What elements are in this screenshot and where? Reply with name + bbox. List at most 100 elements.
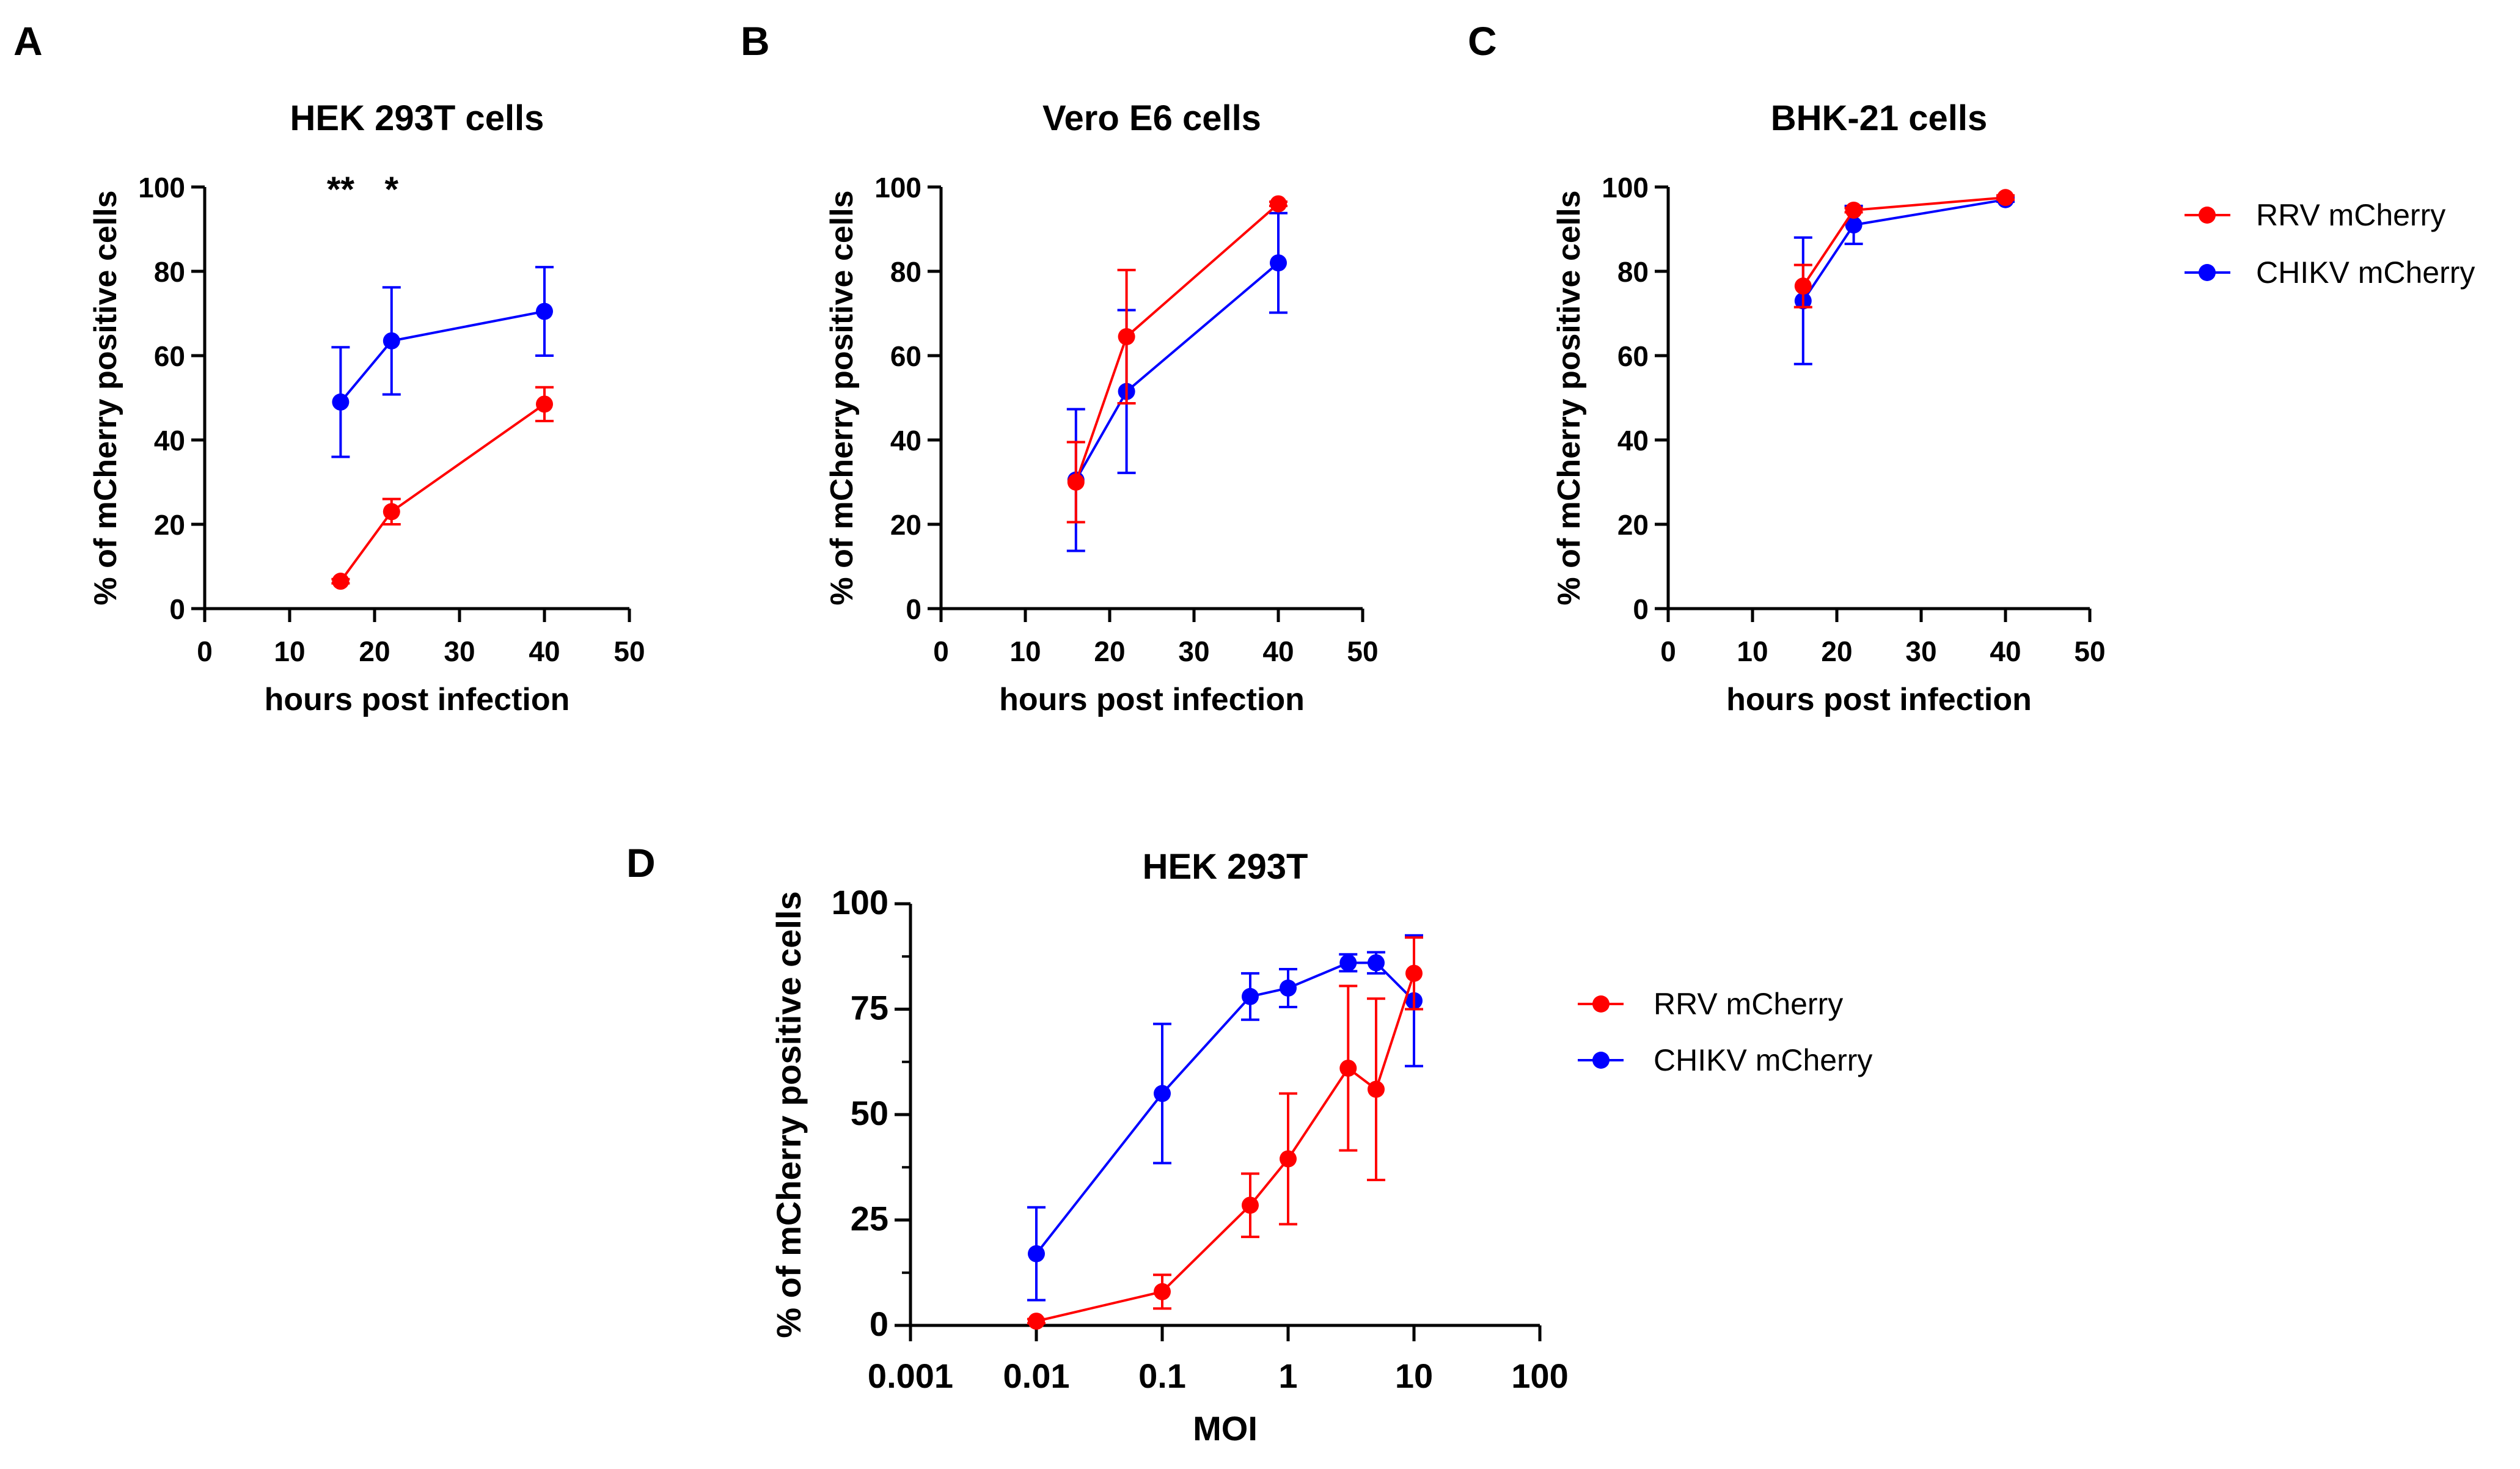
panel-letter-a: A	[13, 18, 43, 64]
panel-a-y-tick-label: 100	[138, 172, 185, 203]
panel-b-x-axis-label: hours post infection	[999, 682, 1305, 717]
panel-c-x-tick-label: 50	[2074, 636, 2105, 667]
panel-a-y-tick-label: 60	[154, 340, 185, 372]
panel-c-chart: BHK-21 cells 0 20 40 60 80 100 0 10 20 30 40 50 hours…	[1551, 98, 2106, 717]
panel-c-y-tick-label: 20	[1617, 509, 1649, 541]
panel-a-y-tick-label: 80	[154, 256, 185, 288]
panel-d-rrv-point	[1154, 1283, 1171, 1300]
panel-c-chikv-line	[1802, 198, 2006, 302]
panel-b-title: Vero E6 cells	[1042, 98, 1261, 138]
panel-a-x-tick-label: 10	[274, 636, 305, 667]
panel-d-x-tick-label: 0.01	[1003, 1357, 1070, 1395]
panel-a-x-tick-label: 30	[444, 636, 475, 667]
panel-b-rrv-point	[1118, 328, 1135, 345]
legend-bottom-rrv-label: RRV mCherry	[1654, 987, 1843, 1021]
legend-top-chikv-swatch-marker	[2199, 264, 2216, 281]
panel-b-y-tick-label: 40	[890, 425, 921, 456]
panel-d-rrv-point	[1241, 1196, 1259, 1214]
panel-b-chart: Vero E6 cells 0 20 40 60 80 100 0 10 20 30 40 50 hour…	[824, 98, 1379, 717]
panel-a-x-axis-label: hours post infection	[265, 682, 570, 717]
legend-top: RRV mCherry CHIKV mCherry	[2185, 198, 2475, 290]
panel-c-x-tick-label: 30	[1905, 636, 1936, 667]
panel-d-chart: HEK 293T 0 25 50 75 100 0.001 0.01 0.1 1 10 100 MOI%…	[769, 847, 1569, 1448]
legend-top-rrv-label: RRV mCherry	[2256, 198, 2445, 232]
panel-d-rrv-point	[1280, 1150, 1297, 1168]
legend-bottom-chikv-label: CHIKV mCherry	[1654, 1043, 1872, 1077]
panel-a-rrv-point	[332, 573, 350, 590]
panel-d-chikv-point	[1028, 1245, 1045, 1262]
panel-b-y-axis-label: % of mCherry positive cells	[824, 190, 860, 605]
panel-b-x-tick-label: 40	[1262, 636, 1294, 667]
panel-a-significance-annotation: *	[385, 170, 399, 210]
panel-b-rrv-point	[1270, 195, 1287, 213]
panel-b-x-tick-label: 10	[1009, 636, 1041, 667]
legend-top-rrv-swatch-marker	[2199, 207, 2216, 224]
panel-c-x-tick-label: 0	[1660, 636, 1676, 667]
panel-b-x-tick-label: 50	[1347, 636, 1378, 667]
panel-d-x-tick-label: 1	[1278, 1357, 1297, 1395]
panel-b-y-tick-label: 0	[906, 593, 921, 625]
panel-d-x-tick-label: 100	[1511, 1357, 1568, 1395]
panel-d-rrv-point	[1339, 1060, 1357, 1077]
legend-bottom-rrv-swatch-marker	[1592, 995, 1610, 1013]
panel-d-y-axis-label: % of mCherry positive cells	[769, 891, 808, 1338]
panel-a-chikv-point	[332, 393, 350, 411]
panel-b-y-tick-label: 80	[890, 256, 921, 288]
panel-b-x-tick-label: 30	[1178, 636, 1209, 667]
panel-d-x-tick-label: 10	[1395, 1357, 1433, 1395]
panel-d-chikv-point	[1280, 980, 1297, 997]
panel-d-y-tick-label: 25	[851, 1200, 888, 1238]
legend-bottom: RRV mCherry CHIKV mCherry	[1578, 987, 1872, 1077]
panel-letter-c: C	[1468, 18, 1497, 64]
panel-d-chikv-line	[1035, 961, 1415, 1255]
panel-letter-d: D	[626, 840, 656, 885]
panel-d-title: HEK 293T	[1143, 847, 1308, 887]
panel-a-chikv-point	[383, 332, 400, 350]
panel-b-y-tick-label: 60	[890, 340, 921, 372]
panel-d-y-tick-label: 100	[832, 883, 888, 921]
panel-a-rrv-point	[383, 503, 400, 521]
panel-c-y-tick-label: 0	[1633, 593, 1649, 625]
panel-d-x-tick-label: 0.1	[1138, 1357, 1186, 1395]
panel-d-y-tick-label: 75	[851, 989, 888, 1027]
panel-a-title: HEK 293T cells	[290, 98, 544, 138]
panel-c-rrv-point	[1845, 201, 1863, 219]
panel-c-x-tick-label: 20	[1821, 636, 1852, 667]
panel-d-rrv-point	[1028, 1313, 1045, 1330]
panel-a-y-tick-label: 40	[154, 425, 185, 456]
panel-c-rrv-line	[1802, 196, 2006, 287]
panel-a-chikv-point	[536, 302, 553, 320]
panel-c-y-tick-label: 100	[1602, 172, 1649, 203]
panel-c-y-axis-label: % of mCherry positive cells	[1551, 190, 1587, 605]
panel-d-x-tick-label: 0.001	[868, 1357, 953, 1395]
panel-d-chikv-point	[1241, 987, 1259, 1005]
panel-b-y-tick-label: 100	[874, 172, 921, 203]
legend-bottom-chikv-swatch-marker	[1592, 1052, 1610, 1069]
panel-c-rrv-point	[1794, 277, 1812, 295]
panel-c-x-axis-label: hours post infection	[1726, 682, 2032, 717]
panel-c-title: BHK-21 cells	[1771, 98, 1988, 138]
panel-c-y-tick-label: 80	[1617, 256, 1649, 288]
panel-d-chikv-point	[1339, 954, 1357, 972]
panel-c-chikv-point	[1845, 216, 1863, 234]
panel-b-y-tick-label: 20	[890, 509, 921, 541]
panel-d-chikv-point	[1154, 1085, 1171, 1102]
panel-c-y-tick-label: 40	[1617, 425, 1649, 456]
panel-c-x-tick-label: 10	[1737, 636, 1768, 667]
panel-c-rrv-point	[1997, 189, 2014, 207]
panel-d-y-tick-label: 0	[870, 1305, 888, 1343]
panel-c-x-tick-label: 40	[1990, 636, 2021, 667]
panel-b-rrv-point	[1067, 474, 1085, 491]
panel-c-y-tick-label: 60	[1617, 340, 1649, 372]
panel-a-rrv-line	[339, 403, 546, 582]
panel-d-rrv-point	[1405, 964, 1423, 982]
panel-letter-b: B	[741, 18, 770, 64]
panel-a-x-tick-label: 50	[614, 636, 645, 667]
panel-a-x-tick-label: 0	[197, 636, 213, 667]
panel-a-y-axis-label: % of mCherry positive cells	[88, 190, 123, 605]
panel-d-y-tick-label: 50	[851, 1094, 888, 1132]
legend-top-chikv-label: CHIKV mCherry	[2256, 255, 2475, 290]
panel-a-significance-annotation: **	[327, 170, 355, 210]
panel-d-x-axis-label: MOI	[1193, 1409, 1258, 1448]
